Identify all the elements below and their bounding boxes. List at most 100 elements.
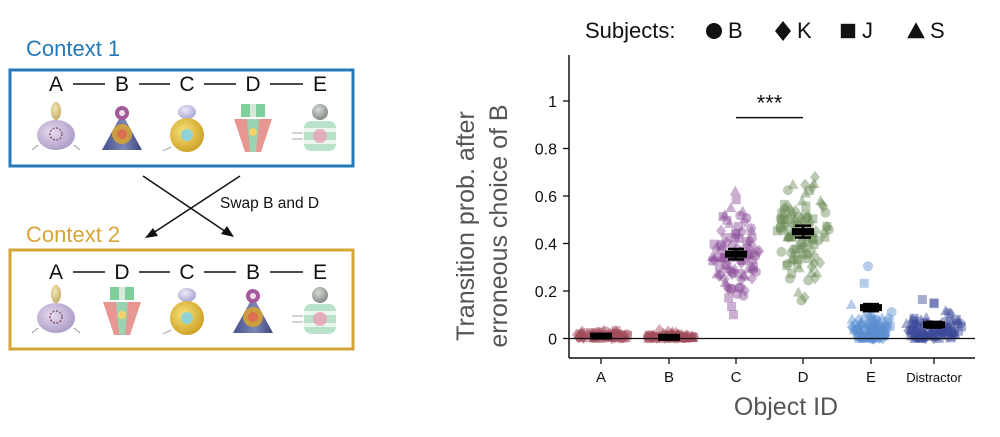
- points-distractor: [900, 295, 967, 345]
- context-1-letter: B: [115, 73, 129, 96]
- data-point: [803, 211, 814, 224]
- data-point: [870, 330, 882, 341]
- data-point: [800, 187, 812, 198]
- legend-title: Subjects:: [585, 18, 676, 43]
- data-point: [739, 270, 751, 281]
- data-point: [872, 326, 882, 336]
- data-point: [808, 177, 820, 188]
- mean-bar: [590, 332, 612, 340]
- data-point: [654, 323, 665, 337]
- data-point: [721, 236, 732, 249]
- data-point: [611, 326, 621, 336]
- data-point: [929, 298, 939, 308]
- data-point: [823, 224, 834, 235]
- data-point: [866, 327, 877, 341]
- swap-label: Swap B and D: [220, 195, 319, 212]
- context-1-title: Context 1: [26, 36, 120, 61]
- data-point: [739, 215, 750, 228]
- data-point: [607, 328, 617, 338]
- data-point: [876, 312, 888, 323]
- data-point: [731, 228, 741, 238]
- data-point: [611, 325, 622, 338]
- data-point: [938, 327, 949, 341]
- context-2-letter: A: [49, 261, 63, 284]
- object-e: [292, 104, 336, 151]
- data-point: [865, 326, 876, 337]
- data-point: [801, 201, 811, 211]
- data-point: [686, 331, 698, 342]
- data-point: [787, 269, 797, 279]
- data-point: [709, 239, 719, 249]
- data-point: [716, 244, 727, 255]
- data-point: [782, 258, 793, 269]
- data-point: [732, 289, 743, 300]
- data-point: [742, 237, 752, 247]
- data-point: [711, 242, 722, 256]
- data-point: [796, 295, 807, 306]
- data-point: [711, 268, 723, 279]
- data-point: [856, 319, 867, 330]
- data-point: [879, 329, 890, 340]
- data-point: [909, 316, 919, 326]
- data-point: [782, 185, 793, 196]
- data-point: [745, 223, 756, 234]
- data-point: [722, 260, 732, 270]
- data-point: [870, 324, 881, 335]
- axes: 0 0.2 0.4 0.6 0.8 1 A B C D E Distractor: [535, 55, 975, 386]
- data-point: [809, 170, 820, 184]
- data-point: [615, 329, 627, 340]
- data-point: [722, 280, 733, 293]
- data-point: [750, 251, 761, 262]
- data-point: [853, 325, 863, 335]
- data-point: [913, 330, 924, 343]
- data-point: [738, 269, 750, 280]
- data-point: [666, 326, 678, 337]
- data-point: [869, 315, 881, 326]
- context-1-objects: [31, 102, 336, 152]
- data-point: [802, 212, 813, 223]
- data-point: [678, 332, 688, 342]
- data-point: [809, 239, 819, 249]
- data-point: [779, 209, 789, 219]
- data-point: [900, 318, 912, 329]
- data-point: [949, 328, 961, 339]
- data-point: [859, 278, 869, 288]
- data-point: [850, 319, 861, 330]
- data-point: [943, 323, 953, 333]
- data-point: [734, 233, 744, 243]
- data-point: [784, 210, 795, 224]
- data-point: [795, 241, 805, 251]
- data-point: [853, 313, 864, 327]
- data-point: [578, 331, 589, 344]
- data-point: [855, 326, 866, 337]
- data-point: [735, 282, 746, 293]
- data-point: [791, 250, 802, 261]
- data-point: [726, 267, 737, 281]
- data-point: [686, 330, 697, 343]
- data-point: [574, 329, 585, 340]
- object-d: [234, 104, 272, 152]
- data-point: [802, 253, 814, 264]
- data-point: [866, 325, 876, 335]
- data-point: [726, 283, 737, 294]
- data-point: [912, 322, 923, 333]
- data-point: [613, 331, 624, 344]
- data-point: [717, 241, 727, 251]
- data-point: [933, 325, 945, 336]
- y-axis-label-line-2: erroneous choice of B: [485, 104, 513, 347]
- data-point: [916, 327, 927, 338]
- data-point: [786, 247, 797, 258]
- data-point: [720, 253, 730, 263]
- mean-bar: [658, 333, 680, 341]
- legend-label: B: [728, 18, 743, 43]
- x-tick-label: B: [664, 369, 674, 386]
- data-point: [735, 210, 746, 221]
- data-point: [734, 282, 745, 293]
- data-point: [621, 329, 632, 340]
- data-point: [775, 213, 786, 224]
- data-point: [788, 255, 799, 266]
- data-point: [576, 331, 588, 342]
- data-point: [808, 214, 818, 224]
- data-point: [800, 178, 811, 192]
- data-point: [865, 323, 875, 333]
